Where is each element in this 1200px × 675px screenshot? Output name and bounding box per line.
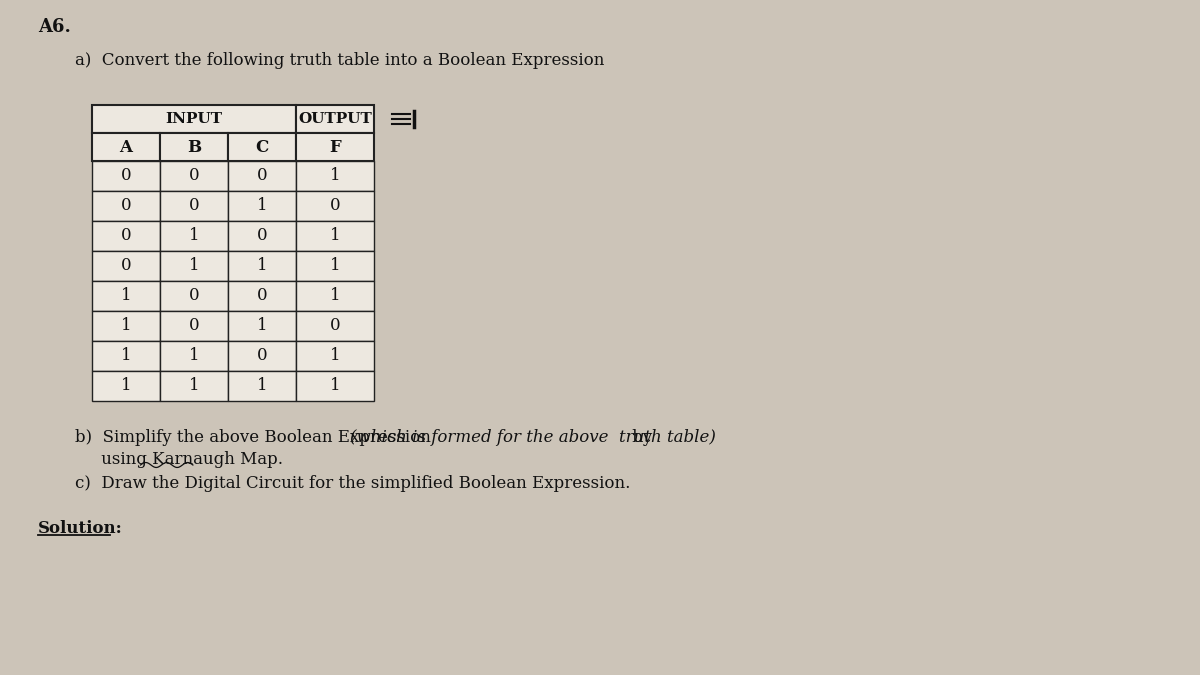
Text: 1: 1 [121,288,131,304]
Text: 0: 0 [330,317,341,335]
Text: C: C [256,138,269,155]
Text: 1: 1 [188,377,199,394]
Text: by: by [628,429,653,446]
Text: 1: 1 [330,288,341,304]
Text: Solution:: Solution: [38,520,122,537]
Text: 1: 1 [257,317,268,335]
Text: 0: 0 [188,198,199,215]
Text: INPUT: INPUT [166,112,222,126]
Text: 1: 1 [188,348,199,364]
Text: F: F [329,138,341,155]
Text: b)  Simplify the above Boolean Expression: b) Simplify the above Boolean Expression [74,429,436,446]
Text: 0: 0 [257,227,268,244]
Text: 1: 1 [257,257,268,275]
Text: 0: 0 [330,198,341,215]
Text: 1: 1 [121,348,131,364]
Text: using Karnaugh Map.: using Karnaugh Map. [74,451,283,468]
Text: 1: 1 [257,377,268,394]
Text: 1: 1 [121,377,131,394]
Text: 0: 0 [188,288,199,304]
Text: 0: 0 [121,227,131,244]
Text: 1: 1 [188,227,199,244]
Text: 1: 1 [330,167,341,184]
Text: 1: 1 [330,227,341,244]
Text: 0: 0 [257,348,268,364]
Text: 1: 1 [330,348,341,364]
Text: 0: 0 [121,257,131,275]
Text: A6.: A6. [38,18,71,36]
Text: a)  Convert the following truth table into a Boolean Expression: a) Convert the following truth table int… [74,52,605,69]
Text: OUTPUT: OUTPUT [298,112,372,126]
Text: 0: 0 [257,167,268,184]
Text: 0: 0 [121,198,131,215]
Text: 1: 1 [188,257,199,275]
Text: 0: 0 [257,288,268,304]
Text: 1: 1 [330,257,341,275]
Text: 0: 0 [188,167,199,184]
Text: 1: 1 [121,317,131,335]
Text: A: A [120,138,132,155]
Text: 1: 1 [257,198,268,215]
Text: 1: 1 [330,377,341,394]
Text: B: B [187,138,202,155]
Text: 0: 0 [121,167,131,184]
Text: c)  Draw the Digital Circuit for the simplified Boolean Expression.: c) Draw the Digital Circuit for the simp… [74,475,630,492]
Text: 0: 0 [188,317,199,335]
Text: (which is formed for the above  truth table): (which is formed for the above truth tab… [350,429,716,446]
